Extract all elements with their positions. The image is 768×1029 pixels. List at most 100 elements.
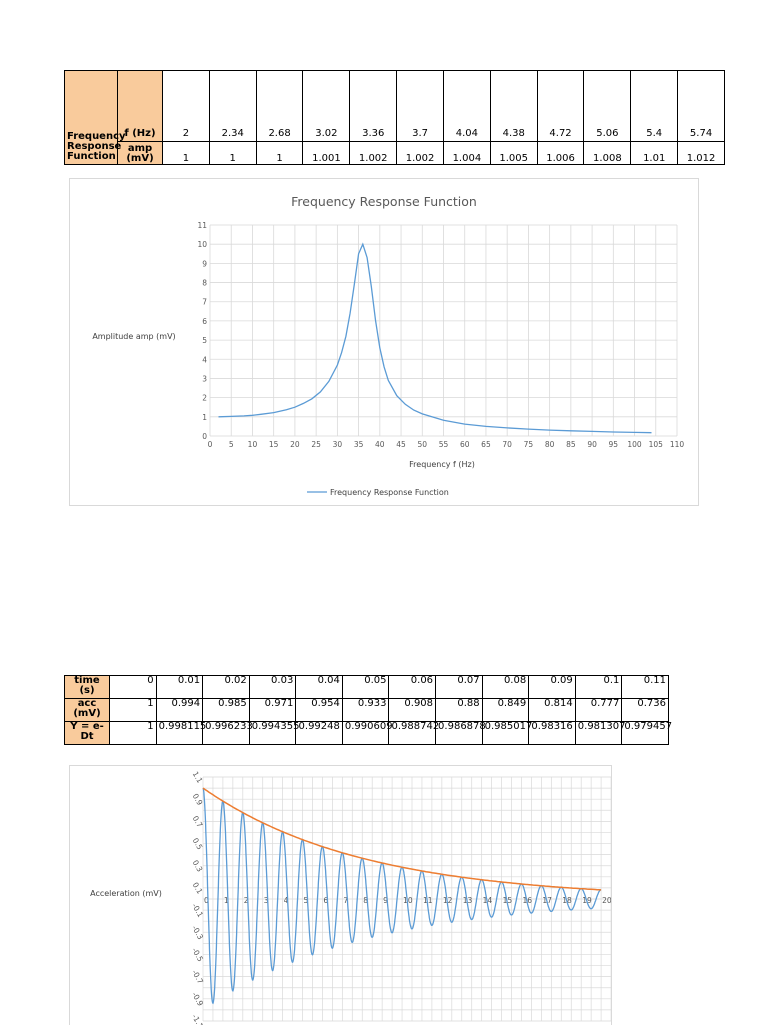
x-tick-label: 11 [423,896,433,905]
table-cell: 0.99248 [295,721,343,745]
y-tick-label: 1 [202,413,207,422]
table-cell: 0.986878 [435,721,486,745]
acceleration-table: time (s) 0 0.01 0.02 0.03 0.04 0.05 0.06 0.07 0.0… [64,675,672,745]
table-cell: 1 [109,698,157,722]
table-cell: 0.736 [621,698,669,722]
x-tick-label: 60 [460,440,470,449]
x-tick-label: 50 [417,440,427,449]
y-tick-label: 0.5 [191,836,205,851]
y-tick-label: 2 [202,394,207,403]
x-tick-label: 20 [290,440,300,449]
frequency-response-svg: Frequency Response Function Amplitude am… [92,194,685,497]
table-cell: 0.09 [528,675,576,699]
table-cell: 0.994 [155,698,204,722]
x-tick-label: 110 [670,440,685,449]
x-tick-label: 40 [375,440,385,449]
table-cell: 0.1 [574,675,623,699]
table-cell: 0.08 [481,675,530,699]
x-tick-label: 8 [363,896,368,905]
x-tick-label: 90 [587,440,597,449]
chart-title: Frequency Response Function [291,194,477,209]
f-cell: 2 [162,70,210,142]
row-header: acc (mV) [64,698,110,722]
table-cell: 0.985 [202,698,250,722]
x-tick-label: 100 [627,440,642,449]
f-cell: 5.74 [677,70,725,142]
x-tick-label: 80 [545,440,555,449]
y-tick-label: 8 [202,279,207,288]
table-cell: 0.954 [295,698,343,722]
f-cell: 3.7 [396,70,444,142]
y-tick-label: 0.9 [191,792,205,807]
tick-labels: 01234567891011121314151617181920211.10.9… [190,770,632,1029]
y-tick-label: 10 [197,240,207,249]
table-cell: 0.98316 [528,721,576,745]
y-tick-label: 7 [202,298,207,307]
x-tick-label: 4 [284,896,289,905]
x-tick-label: 85 [566,440,576,449]
table-cell: 0.994355 [248,721,299,745]
amp-cell: 1.005 [489,141,538,165]
x-tick-label: 6 [323,896,328,905]
table-cell: 0.990609 [341,721,393,745]
amp-cell: 1.002 [396,141,444,165]
amp-cell: 1.012 [677,141,725,165]
x-tick-label: 25 [311,440,321,449]
x-tick-label: 2 [244,896,249,905]
table-cell: 0.933 [341,698,390,722]
table-cell: 1 [109,721,157,745]
f-cell: 5.06 [583,70,632,142]
frequency-response-table: Frequency Response Function f (Hz) 2 2.34… [64,70,725,165]
y-tick-label: 0 [202,432,207,441]
x-tick-label: 1 [224,896,229,905]
x-tick-label: 9 [383,896,388,905]
table-cell: 0.777 [574,698,623,722]
y-tick-label: 3 [202,374,207,383]
x-tick-label: 45 [396,440,406,449]
y-axis-label: Acceleration (mV) [90,889,162,898]
x-tick-label: 65 [481,440,491,449]
table-cell: 0.04 [295,675,343,699]
amp-cell: 1.008 [583,141,632,165]
amp-cell: 1.004 [442,141,491,165]
amp-cell: 1.01 [630,141,679,165]
table-cell: 0.02 [202,675,250,699]
x-tick-label: 12 [443,896,453,905]
table-cell: 0.03 [248,675,297,699]
y-axis-label: Amplitude amp (mV) [92,332,175,341]
f-cell: 4.38 [489,70,538,142]
x-tick-label: 10 [403,896,413,905]
table-cell: 0.998115 [155,721,206,745]
y-tick-label: 1.1 [191,770,205,785]
x-tick-label: 20 [602,896,611,905]
table-cell: 0.01 [155,675,204,699]
series-line [218,242,652,434]
grid [202,776,622,1022]
x-tick-label: 0 [204,896,209,905]
x-tick-label: 5 [229,440,234,449]
table-row: Y = e-Dt 1 0.998115 0.996233 0.994355 0.99248… [64,721,672,745]
table-cell: 0.05 [341,675,390,699]
f-cell: 2.34 [208,70,257,142]
x-tick-label: 95 [609,440,619,449]
amp-cell: 1.002 [349,141,398,165]
y-tick-label: 9 [202,259,207,268]
table-row: Frequency Response Function f (Hz) 2 2.34… [64,70,725,165]
table-cell: 0.988742 [388,721,439,745]
row-header: Y = e-Dt [64,721,110,745]
y-tick-label: 6 [202,317,207,326]
table-cell: 0.979457 [621,721,672,745]
x-tick-label: 15 [269,440,279,449]
acceleration-chart: Acceleration (mV) 0 1 2 3 4 5 6 7 8 9 10 11 12 13 14 15… [69,765,632,1029]
table-row: amp (mV) 1 1 1 1.001 1.002 1.002 1.004 1.005 1.0… [65,141,725,165]
x-tick-label: 3 [264,896,269,905]
table-cell: 0.88 [435,698,483,722]
y-tick-label: 4 [202,355,207,364]
table-cell: 0.996233 [202,721,253,745]
x-axis-label: Frequency f (Hz) [409,460,475,469]
table-cell: 0 [109,675,157,699]
frequency-response-chart: Frequency Response Function Amplitude am… [69,178,699,506]
envelope-line [202,787,602,891]
y-tick-label: 11 [197,221,207,230]
f-cell: 3.02 [302,70,351,142]
